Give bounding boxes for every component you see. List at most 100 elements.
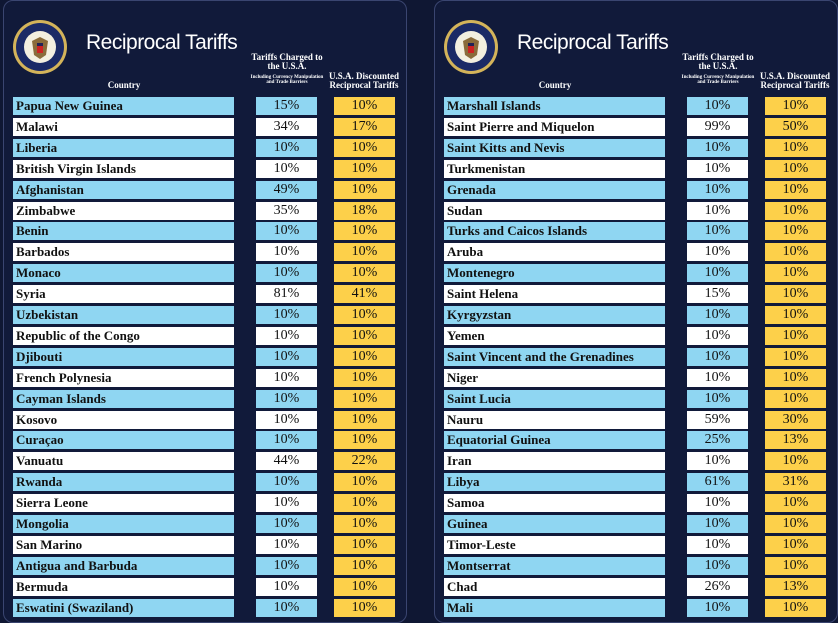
- country-cell: Kyrgyzstan: [444, 306, 665, 324]
- tariff-cell: 10%: [256, 556, 317, 575]
- reciprocal-cell: 10%: [765, 243, 826, 262]
- country-cell: Montenegro: [444, 264, 665, 283]
- tariff-cell: 10%: [687, 97, 748, 115]
- tariff-cell: 10%: [687, 180, 748, 199]
- reciprocal-cell: 13%: [765, 577, 826, 596]
- country-cell: Timor-Leste: [444, 535, 665, 554]
- country-cell: Rwanda: [13, 473, 234, 492]
- reciprocal-cell: 10%: [334, 598, 395, 617]
- tariff-cell: 15%: [687, 285, 748, 304]
- tariff-cell: 25%: [687, 431, 748, 450]
- tariff-cell: 10%: [256, 326, 317, 345]
- tariff-cell: 10%: [687, 535, 748, 554]
- tariff-cell: 35%: [256, 201, 317, 220]
- reciprocal-cell: 10%: [765, 180, 826, 199]
- panel-title: Reciprocal Tariffs: [517, 31, 669, 54]
- tariff-cell: 10%: [256, 431, 317, 450]
- reciprocal-cell: 10%: [334, 97, 395, 115]
- country-cell: Kosovo: [13, 410, 234, 429]
- reciprocal-cell: 10%: [765, 285, 826, 304]
- reciprocal-cell: 10%: [334, 306, 395, 324]
- tariff-cell: 10%: [256, 494, 317, 513]
- country-cell: Guinea: [444, 515, 665, 533]
- reciprocal-cell: 10%: [765, 138, 826, 157]
- tariff-cell: 10%: [256, 577, 317, 596]
- country-cell: Mali: [444, 598, 665, 617]
- country-cell: Antigua and Barbuda: [13, 556, 234, 575]
- tariff-cell: 10%: [256, 243, 317, 262]
- country-cell: Niger: [444, 368, 665, 387]
- country-cell: Grenada: [444, 180, 665, 199]
- reciprocal-cell: 30%: [765, 410, 826, 429]
- country-cell: Saint Helena: [444, 285, 665, 304]
- country-cell: Mongolia: [13, 515, 234, 533]
- reciprocal-cell: 10%: [765, 347, 826, 366]
- country-cell: Malawi: [13, 117, 234, 136]
- tariff-cell: 26%: [687, 577, 748, 596]
- country-cell: Syria: [13, 285, 234, 304]
- country-cell: Turks and Caicos Islands: [444, 222, 665, 241]
- country-cell: Saint Kitts and Nevis: [444, 138, 665, 157]
- reciprocal-cell: 10%: [334, 515, 395, 533]
- country-cell: Montserrat: [444, 556, 665, 575]
- country-cell: Zimbabwe: [13, 201, 234, 220]
- country-cell: Marshall Islands: [444, 97, 665, 115]
- reciprocal-cell: 10%: [334, 180, 395, 199]
- country-cell: French Polynesia: [13, 368, 234, 387]
- reciprocal-cell: 41%: [334, 285, 395, 304]
- country-cell: Republic of the Congo: [13, 326, 234, 345]
- reciprocal-cell: 17%: [334, 117, 395, 136]
- reciprocal-cell: 10%: [765, 556, 826, 575]
- tariff-cell: 10%: [687, 556, 748, 575]
- panel: Reciprocal Tariffs Country Tariffs Charged…: [3, 0, 407, 623]
- reciprocal-cell: 10%: [765, 159, 826, 178]
- tariff-cell: 10%: [256, 306, 317, 324]
- tariff-cell: 10%: [256, 515, 317, 533]
- country-cell: Yemen: [444, 326, 665, 345]
- reciprocal-cell: 13%: [765, 431, 826, 450]
- tariff-cell: 99%: [687, 117, 748, 136]
- country-cell: Sudan: [444, 201, 665, 220]
- tariff-cell: 10%: [256, 410, 317, 429]
- country-cell: Equatorial Guinea: [444, 431, 665, 450]
- panel-title: Reciprocal Tariffs: [86, 31, 238, 54]
- reciprocal-cell: 10%: [765, 326, 826, 345]
- column-note: Including Currency Manipulation and Trad…: [681, 75, 755, 86]
- reciprocal-cell: 22%: [334, 452, 395, 471]
- column-header: U.S.A. Discounted Reciprocal Tariffs: [328, 71, 399, 91]
- reciprocal-cell: 10%: [765, 389, 826, 408]
- column-note: Including Currency Manipulation and Trad…: [250, 75, 324, 86]
- reciprocal-cell: 10%: [334, 326, 395, 345]
- country-cell: Saint Pierre and Miquelon: [444, 117, 665, 136]
- country-cell: Curaçao: [13, 431, 234, 450]
- tariff-cell: 10%: [256, 368, 317, 387]
- country-cell: Iran: [444, 452, 665, 471]
- tariff-cell: 10%: [256, 347, 317, 366]
- country-cell: Monaco: [13, 264, 234, 283]
- presidential-seal: [444, 20, 498, 74]
- reciprocal-cell: 10%: [334, 577, 395, 596]
- tariff-cell: 10%: [256, 473, 317, 492]
- tariff-cell: 10%: [256, 159, 317, 178]
- tariff-cell: 10%: [256, 535, 317, 554]
- tariff-cell: 10%: [256, 389, 317, 408]
- reciprocal-cell: 10%: [334, 138, 395, 157]
- country-cell: Benin: [13, 222, 234, 241]
- country-cell: Barbados: [13, 243, 234, 262]
- country-cell: Chad: [444, 577, 665, 596]
- reciprocal-cell: 10%: [334, 222, 395, 241]
- tariff-cell: 10%: [687, 452, 748, 471]
- country-cell: Afghanistan: [13, 180, 234, 199]
- tariff-cell: 61%: [687, 473, 748, 492]
- tariff-cell: 10%: [256, 598, 317, 617]
- reciprocal-cell: 10%: [334, 535, 395, 554]
- reciprocal-cell: 10%: [765, 452, 826, 471]
- tariff-cell: 10%: [687, 598, 748, 617]
- tariff-cell: 10%: [687, 347, 748, 366]
- reciprocal-cell: 10%: [334, 347, 395, 366]
- presidential-seal: [13, 20, 67, 74]
- country-cell: Djibouti: [13, 347, 234, 366]
- column-header: Tariffs Charged to the U.S.A.: [251, 52, 323, 72]
- tariff-cell: 10%: [687, 159, 748, 178]
